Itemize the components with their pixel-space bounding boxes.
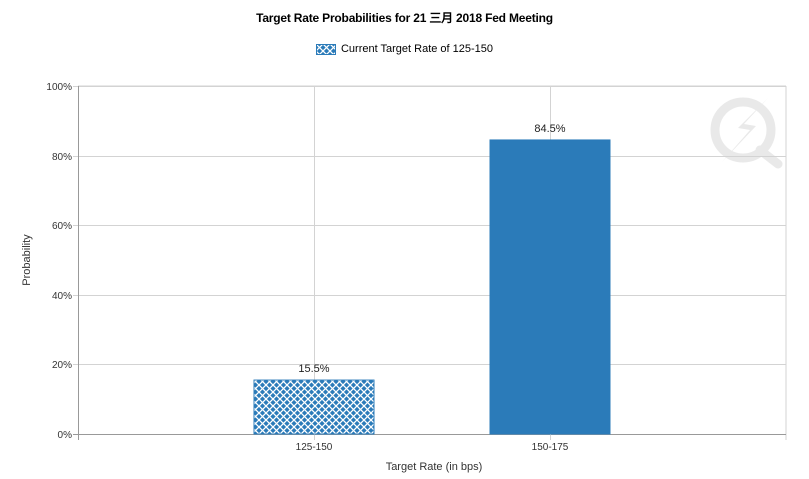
legend-label-current-target: Current Target Rate of 125-150 xyxy=(340,43,494,55)
y-tick-label: 60% xyxy=(52,221,72,232)
bar-150-175 xyxy=(489,139,611,435)
x-tick-label: 125-150 xyxy=(296,442,333,453)
y-tick-label: 20% xyxy=(52,360,72,371)
grid-lines xyxy=(73,85,787,440)
y-tick-label: 80% xyxy=(52,152,72,163)
y-tick-label: 40% xyxy=(52,291,72,302)
watermark-logo xyxy=(710,97,783,169)
data-label: 84.5% xyxy=(534,123,565,135)
chart-title: Target Rate Probabilities for 21 三月 2018… xyxy=(256,11,553,25)
labels: 0% 20% 40% 60% 80% 100% 15.5% 125-150 84.5% 150-1… xyxy=(46,82,568,453)
x-tick-label: 150-175 xyxy=(532,442,569,453)
bars xyxy=(253,139,611,435)
bar-125-150 xyxy=(253,379,375,435)
data-label: 15.5% xyxy=(298,363,329,375)
x-axis-label: Target Rate (in bps) xyxy=(386,461,483,473)
legend: Current Target Rate of 125-150 xyxy=(0,43,809,55)
y-tick-label: 0% xyxy=(58,430,73,441)
y-tick-label: 100% xyxy=(46,82,72,93)
y-axis-label: Probability xyxy=(21,234,33,286)
legend-swatch-current-target xyxy=(315,43,336,55)
